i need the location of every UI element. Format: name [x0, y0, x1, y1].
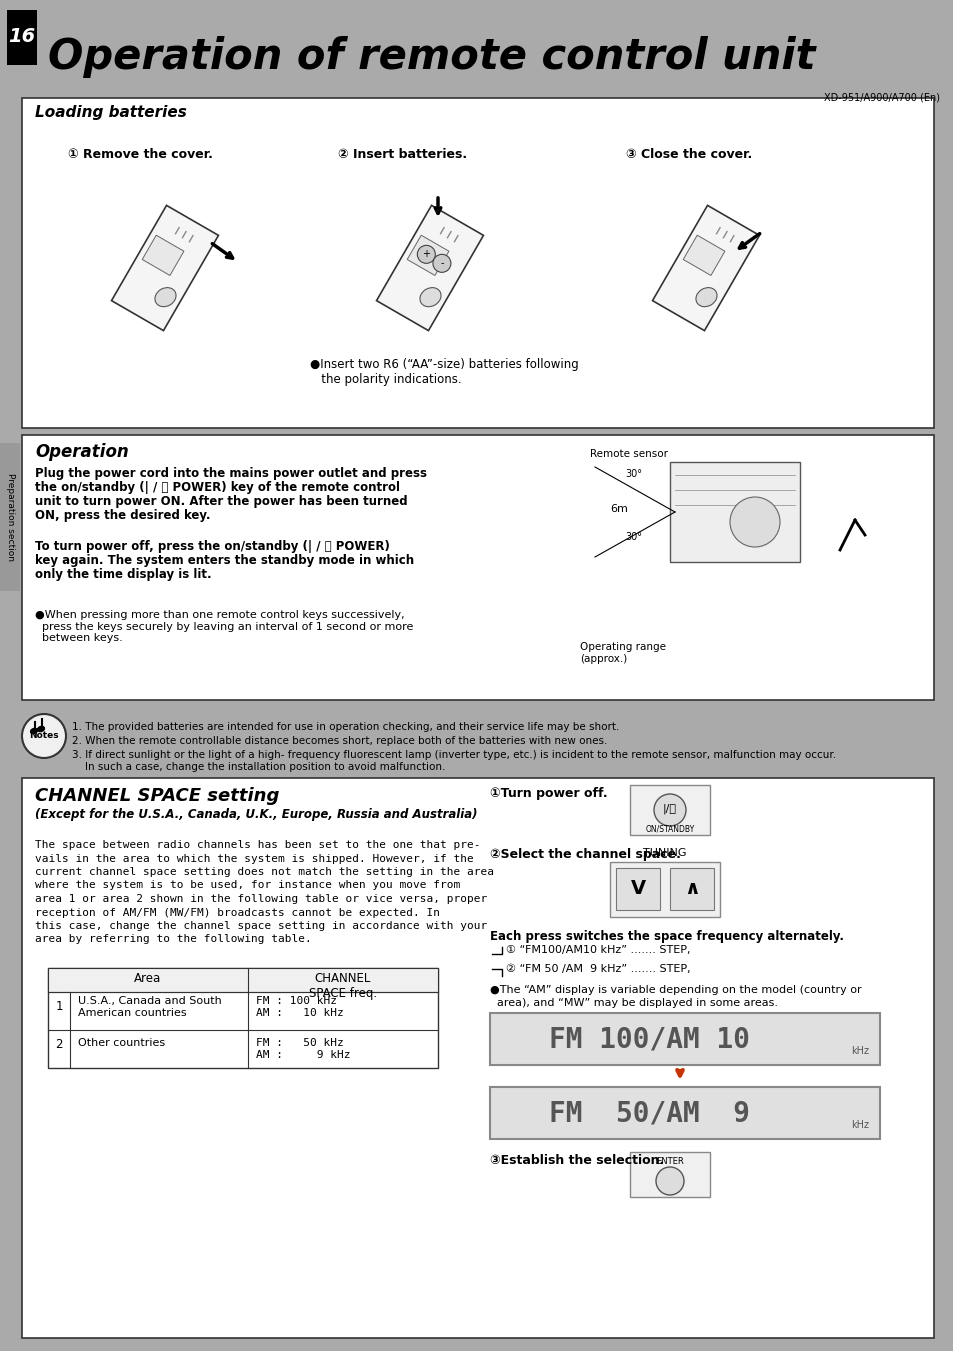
Text: unit to turn power ON. After the power has been turned: unit to turn power ON. After the power h… [35, 494, 407, 508]
Text: 2. When the remote controllable distance becomes short, replace both of the batt: 2. When the remote controllable distance… [71, 736, 607, 746]
FancyBboxPatch shape [669, 867, 713, 911]
Text: ENTER: ENTER [656, 1156, 683, 1166]
Text: area), and “MW” may be displayed in some areas.: area), and “MW” may be displayed in some… [490, 998, 778, 1008]
Text: Area: Area [134, 971, 161, 985]
Text: Preparation section: Preparation section [6, 473, 14, 561]
Text: kHz: kHz [850, 1120, 868, 1129]
FancyBboxPatch shape [490, 1088, 879, 1139]
Text: The space between radio channels has been set to the one that pre-: The space between radio channels has bee… [35, 840, 480, 850]
Text: ●Insert two R6 (“AA”-size) batteries following
   the polarity indications.: ●Insert two R6 (“AA”-size) batteries fol… [310, 358, 578, 386]
Text: Other countries: Other countries [78, 1038, 165, 1048]
Text: ① Remove the cover.: ① Remove the cover. [68, 149, 213, 161]
Text: 6m: 6m [609, 504, 627, 513]
Circle shape [433, 254, 451, 273]
Text: 2: 2 [55, 1038, 63, 1051]
Text: Notes: Notes [30, 731, 59, 740]
Text: this case, change the channel space setting in accordance with your: this case, change the channel space sett… [35, 921, 487, 931]
Circle shape [729, 497, 780, 547]
Text: ON/STANDBY: ON/STANDBY [644, 825, 694, 834]
FancyBboxPatch shape [629, 785, 709, 835]
Text: area by referring to the following table.: area by referring to the following table… [35, 935, 312, 944]
Polygon shape [376, 205, 483, 331]
Text: kHz: kHz [850, 1046, 868, 1056]
Ellipse shape [37, 727, 45, 732]
Text: only the time display is lit.: only the time display is lit. [35, 567, 212, 581]
Text: ∧: ∧ [683, 880, 700, 898]
Text: ② Insert batteries.: ② Insert batteries. [337, 149, 467, 161]
Polygon shape [682, 235, 724, 276]
Text: the on/standby (| / ⏻ POWER) key of the remote control: the on/standby (| / ⏻ POWER) key of the … [35, 481, 399, 494]
Ellipse shape [154, 288, 176, 307]
Polygon shape [112, 205, 218, 331]
FancyBboxPatch shape [48, 969, 437, 1069]
FancyBboxPatch shape [22, 778, 933, 1337]
FancyBboxPatch shape [7, 9, 37, 65]
Text: FM : 100 kHz
AM :   10 kHz: FM : 100 kHz AM : 10 kHz [255, 996, 343, 1017]
Text: vails in the area to which the system is shipped. However, if the: vails in the area to which the system is… [35, 854, 474, 863]
Circle shape [656, 1167, 683, 1196]
Text: key again. The system enters the standby mode in which: key again. The system enters the standby… [35, 554, 414, 567]
Text: reception of AM/FM (MW/FM) broadcasts cannot be expected. In: reception of AM/FM (MW/FM) broadcasts ca… [35, 908, 439, 917]
Text: current channel space setting does not match the setting in the area: current channel space setting does not m… [35, 867, 494, 877]
Text: |/⏻: |/⏻ [662, 802, 677, 813]
Text: ② “FM 50 /AM  9 kHz” ....... STEP,: ② “FM 50 /AM 9 kHz” ....... STEP, [505, 965, 690, 974]
Text: ① “FM100/AM10 kHz” ....... STEP,: ① “FM100/AM10 kHz” ....... STEP, [505, 944, 690, 955]
Text: Plug the power cord into the mains power outlet and press: Plug the power cord into the mains power… [35, 467, 427, 480]
Text: ●When pressing more than one remote control keys successively,
  press the keys : ●When pressing more than one remote cont… [35, 611, 413, 643]
Text: In such a case, change the installation position to avoid malfunction.: In such a case, change the installation … [71, 762, 445, 771]
Text: Operating range
(approx.): Operating range (approx.) [579, 642, 665, 663]
Circle shape [22, 713, 66, 758]
Text: ③ Close the cover.: ③ Close the cover. [625, 149, 752, 161]
FancyBboxPatch shape [490, 1013, 879, 1065]
Text: Each press switches the space frequency alternately.: Each press switches the space frequency … [490, 929, 843, 943]
Polygon shape [407, 235, 449, 276]
Text: FM  50/AM  9: FM 50/AM 9 [549, 1098, 750, 1127]
FancyBboxPatch shape [22, 99, 933, 428]
Text: TUNING: TUNING [642, 848, 686, 858]
Text: 1: 1 [55, 1000, 63, 1013]
Text: ON, press the desired key.: ON, press the desired key. [35, 509, 211, 521]
FancyBboxPatch shape [48, 969, 437, 992]
Text: FM 100/AM 10: FM 100/AM 10 [549, 1025, 750, 1052]
FancyBboxPatch shape [669, 462, 800, 562]
FancyBboxPatch shape [609, 862, 720, 917]
Text: Loading batteries: Loading batteries [35, 105, 187, 120]
Text: Operation: Operation [35, 443, 129, 461]
Text: (Except for the U.S.A., Canada, U.K., Europe, Russia and Australia): (Except for the U.S.A., Canada, U.K., Eu… [35, 808, 477, 821]
Circle shape [654, 794, 685, 825]
Ellipse shape [696, 288, 717, 307]
Text: To turn power off, press the on/standby (| / ⏻ POWER): To turn power off, press the on/standby … [35, 540, 390, 553]
Text: FM :   50 kHz
AM :     9 kHz: FM : 50 kHz AM : 9 kHz [255, 1038, 350, 1059]
Text: Operation of remote control unit: Operation of remote control unit [48, 36, 815, 78]
Text: +: + [422, 250, 430, 259]
Text: CHANNEL
SPACE freq.: CHANNEL SPACE freq. [309, 971, 376, 1000]
Text: 30°: 30° [624, 469, 641, 480]
Polygon shape [142, 235, 184, 276]
Circle shape [416, 246, 435, 263]
Text: XD-951/A900/A700 (En): XD-951/A900/A700 (En) [823, 92, 939, 101]
Text: CHANNEL SPACE setting: CHANNEL SPACE setting [35, 788, 279, 805]
FancyBboxPatch shape [629, 1152, 709, 1197]
Text: ②Select the channel space.: ②Select the channel space. [490, 848, 680, 861]
FancyBboxPatch shape [22, 435, 933, 700]
Ellipse shape [419, 288, 440, 307]
Text: U.S.A., Canada and South
American countries: U.S.A., Canada and South American countr… [78, 996, 221, 1017]
Text: 3. If direct sunlight or the light of a high- frequency fluorescent lamp (invert: 3. If direct sunlight or the light of a … [71, 750, 835, 761]
Text: where the system is to be used, for instance when you move from: where the system is to be used, for inst… [35, 881, 459, 890]
Text: Remote sensor: Remote sensor [589, 449, 667, 459]
Text: 16: 16 [9, 27, 35, 46]
Polygon shape [652, 205, 759, 331]
Text: V: V [630, 880, 645, 898]
Text: ①Turn power off.: ①Turn power off. [490, 788, 607, 800]
FancyBboxPatch shape [616, 867, 659, 911]
Text: ●The “AM” display is variable depending on the model (country or: ●The “AM” display is variable depending … [490, 985, 861, 994]
Text: 1. The provided batteries are intended for use in operation checking, and their : 1. The provided batteries are intended f… [71, 721, 618, 732]
Text: -: - [439, 258, 443, 269]
FancyBboxPatch shape [0, 443, 20, 590]
Text: 30°: 30° [624, 532, 641, 542]
Text: area 1 or area 2 shown in the following table or vice versa, proper: area 1 or area 2 shown in the following … [35, 894, 487, 904]
Text: ③Establish the selection.: ③Establish the selection. [490, 1154, 663, 1167]
Ellipse shape [30, 728, 37, 734]
